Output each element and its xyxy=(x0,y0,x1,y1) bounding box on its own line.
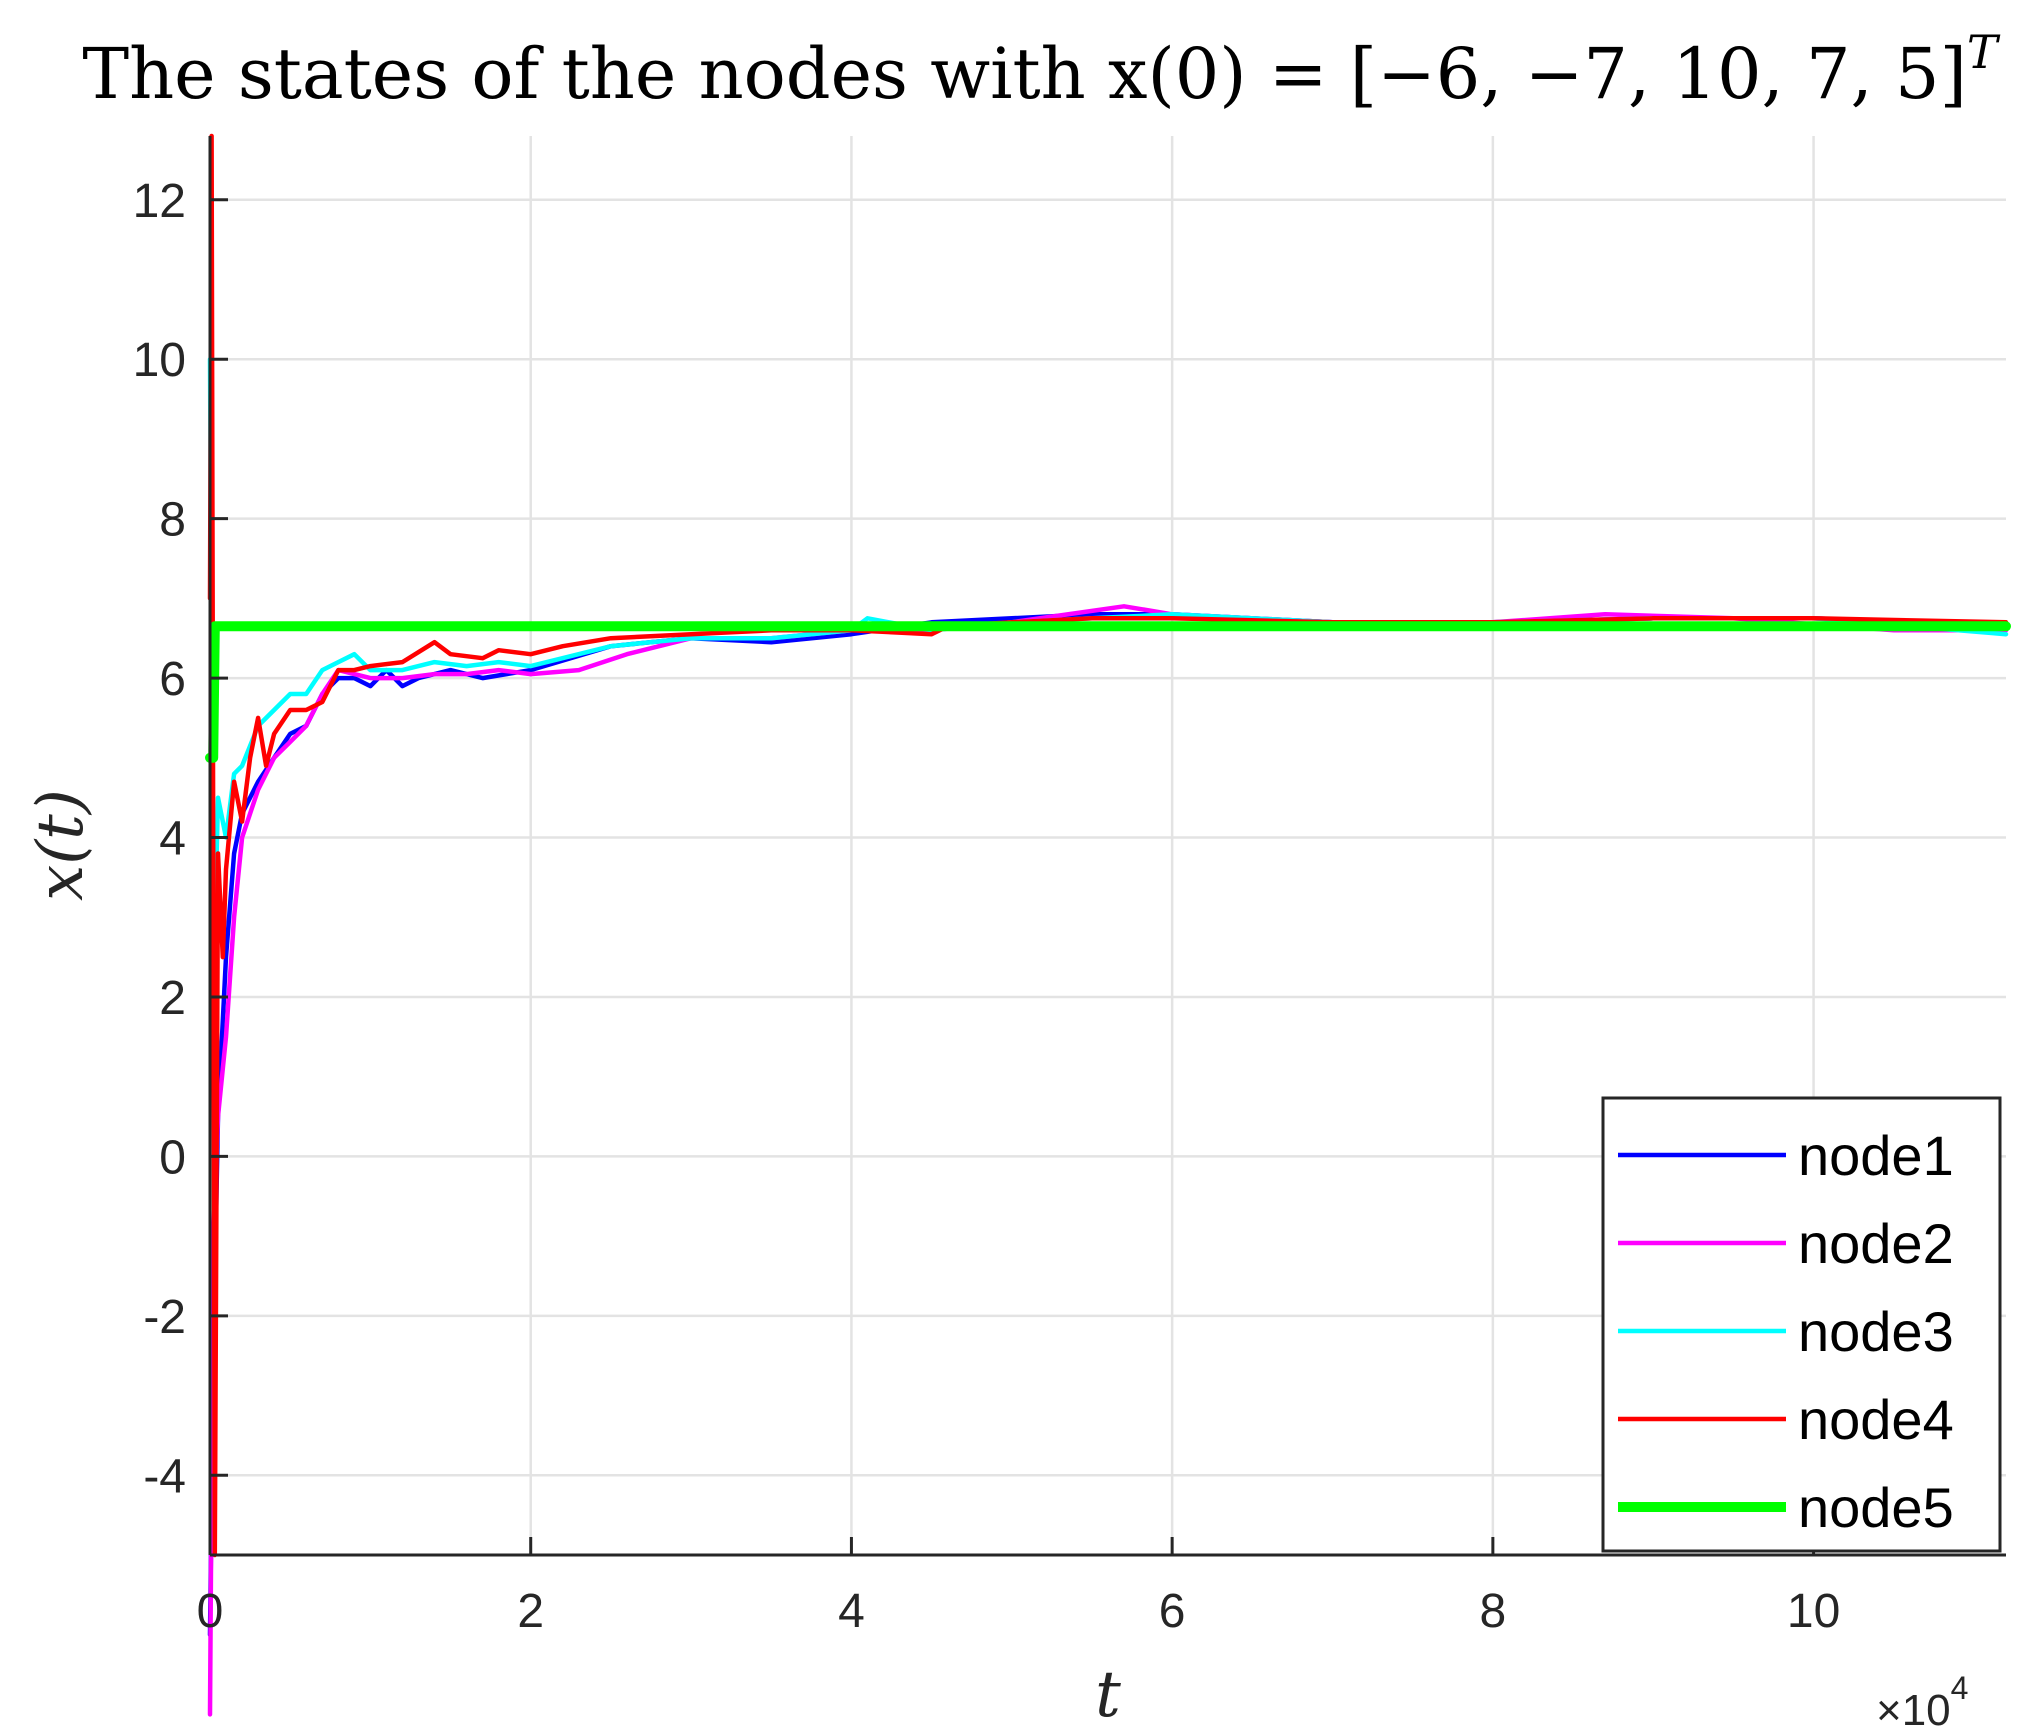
legend-label-node2: node2 xyxy=(1798,1212,1954,1275)
legend: node1 node2 node3 node4 node5 xyxy=(1601,1096,2002,1553)
legend-label-node1: node1 xyxy=(1798,1124,1954,1187)
x-tick-label: 0 xyxy=(197,1585,224,1638)
series-line-node4 xyxy=(207,133,2009,1558)
series-line-node3 xyxy=(207,356,2009,1000)
y-tick-label: 2 xyxy=(159,972,186,1025)
ticks: 0 2 4 6 8 10 -4 -2 0 2 4 6 8 10 12 xyxy=(133,175,1841,1638)
y-tick-label: 10 xyxy=(133,334,186,387)
x-tick-label: 4 xyxy=(838,1585,865,1638)
legend-label-node3: node3 xyxy=(1798,1300,1954,1363)
axes xyxy=(208,136,2006,1557)
y-tick-label: 6 xyxy=(159,653,186,706)
y-tick-label: 4 xyxy=(159,813,186,866)
x-tick-label: 2 xyxy=(517,1585,544,1638)
x-axis-multiplier-exponent: 4 xyxy=(1951,1670,1969,1706)
series-lines xyxy=(205,133,2011,1717)
x-tick-label: 6 xyxy=(1159,1585,1186,1638)
legend-label-node4: node4 xyxy=(1798,1388,1954,1451)
y-tick-label: 0 xyxy=(159,1131,186,1184)
legend-items: node1 node2 node3 node4 node5 xyxy=(1618,1124,1954,1539)
y-tick-label: 12 xyxy=(133,175,186,228)
legend-label-node5: node5 xyxy=(1798,1476,1954,1539)
y-tick-label: 8 xyxy=(159,494,186,547)
x-tick-label: 8 xyxy=(1480,1585,1507,1638)
legend-box xyxy=(1601,1096,2002,1553)
x-tick-label: 10 xyxy=(1787,1585,1840,1638)
x-axis-multiplier-base: ×10 xyxy=(1876,1686,1951,1728)
x-axis-label: t xyxy=(1095,1658,1121,1728)
y-axis-label: x(t) xyxy=(24,789,98,901)
y-tick-label: -2 xyxy=(143,1291,186,1344)
x-axis-multiplier: ×104 xyxy=(1876,1670,1968,1728)
series-line-node5 xyxy=(205,621,2011,763)
chart-title-main: The states of the nodes with x(0) = [−6,… xyxy=(82,33,1967,115)
y-tick-label: -4 xyxy=(143,1450,186,1503)
chart-title: The states of the nodes with x(0) = [−6,… xyxy=(82,25,2001,115)
chart-title-superscript: T xyxy=(1967,25,2001,79)
